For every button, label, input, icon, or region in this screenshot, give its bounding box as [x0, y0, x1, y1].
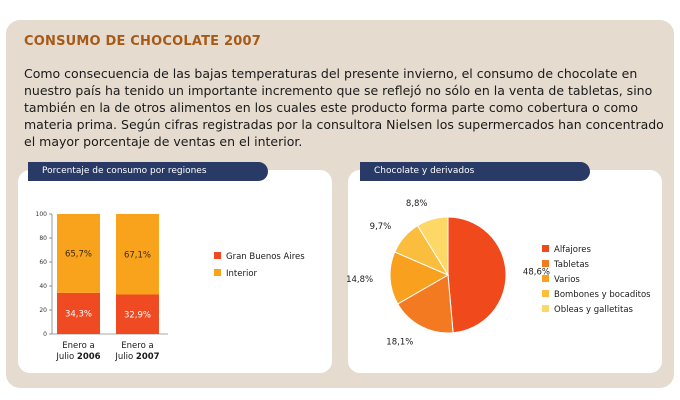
bar-y-tick-label: 0 [43, 331, 47, 338]
pie-slice [389, 251, 450, 305]
pie-slice [416, 216, 449, 277]
bar-y-tick-label: 20 [39, 307, 47, 314]
bar-legend-label: Interior [226, 269, 258, 279]
pie-legend-swatch [542, 290, 549, 297]
bar-y-tick-label: 100 [36, 211, 48, 218]
pie-legend-label: Alfajores [554, 245, 591, 255]
bar-segment [57, 214, 100, 293]
pie-data-label: 14,8% [346, 275, 373, 285]
bar-category-label: Enero a [121, 341, 153, 351]
bar-data-label: 67,1% [124, 250, 151, 260]
pie-data-label: 48,6% [523, 268, 550, 278]
pie-slice [447, 216, 507, 334]
bar-category-label: Julio 2006 [55, 352, 100, 362]
pie-legend-swatch [542, 245, 549, 252]
pie-legend-swatch [542, 260, 549, 267]
bar-data-label: 32,9% [124, 310, 151, 320]
intro-paragraph: Como consecuencia de las bajas temperatu… [24, 66, 664, 149]
bar-y-tick-label: 60 [39, 259, 47, 266]
bar-data-label: 65,7% [65, 249, 92, 259]
pie-data-label: 18,1% [386, 338, 413, 348]
bar-legend-swatch [214, 269, 221, 276]
pie-legend-label: Tabletas [553, 260, 590, 270]
pie-data-label: 8,8% [406, 199, 428, 209]
bar-segment [116, 294, 159, 334]
pie-legend-label: Varios [554, 275, 580, 285]
bar-legend-swatch [214, 252, 221, 259]
bar-segment [116, 214, 159, 295]
pie-slice [397, 274, 454, 334]
bar-segment [57, 292, 100, 334]
pie-legend-label: Obleas y galletitas [554, 305, 634, 315]
pie-legend-label: Bombones y bocaditos [554, 290, 651, 300]
bar-category-label: Julio 2007 [114, 352, 159, 362]
page-title: CONSUMO DE CHOCOLATE 2007 [24, 34, 261, 49]
pie-data-label: 9,7% [370, 222, 392, 232]
bar-y-tick-label: 80 [39, 235, 47, 242]
bar-y-tick-label: 40 [39, 283, 47, 290]
regional-chart-title: Porcentaje de consumo por regiones [28, 162, 268, 181]
chocolate-chart-title: Chocolate y derivados [360, 162, 590, 181]
bar-category-label: Enero a [62, 341, 94, 351]
pie-legend-swatch [542, 305, 549, 312]
bar-data-label: 34,3% [65, 309, 92, 319]
bar-legend-label: Gran Buenos Aires [226, 252, 305, 262]
pie-legend-swatch [542, 275, 549, 282]
